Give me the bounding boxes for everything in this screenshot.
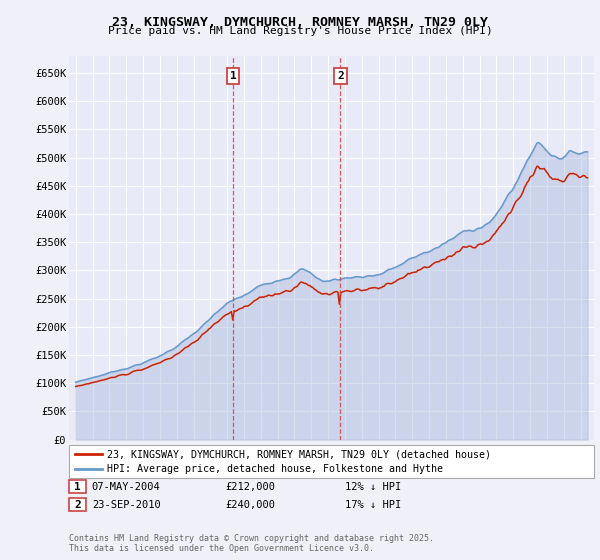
Text: 23-SEP-2010: 23-SEP-2010 (92, 500, 161, 510)
Text: £240,000: £240,000 (225, 500, 275, 510)
Text: 1: 1 (230, 71, 236, 81)
Text: Price paid vs. HM Land Registry's House Price Index (HPI): Price paid vs. HM Land Registry's House … (107, 26, 493, 36)
Text: 1: 1 (74, 482, 81, 492)
Text: 2: 2 (74, 500, 81, 510)
Text: 17% ↓ HPI: 17% ↓ HPI (345, 500, 401, 510)
Text: 23, KINGSWAY, DYMCHURCH, ROMNEY MARSH, TN29 0LY: 23, KINGSWAY, DYMCHURCH, ROMNEY MARSH, T… (112, 16, 488, 29)
Text: 23, KINGSWAY, DYMCHURCH, ROMNEY MARSH, TN29 0LY (detached house): 23, KINGSWAY, DYMCHURCH, ROMNEY MARSH, T… (107, 449, 491, 459)
Text: HPI: Average price, detached house, Folkestone and Hythe: HPI: Average price, detached house, Folk… (107, 464, 443, 474)
Text: £212,000: £212,000 (225, 482, 275, 492)
Text: 12% ↓ HPI: 12% ↓ HPI (345, 482, 401, 492)
Text: 2: 2 (337, 71, 344, 81)
Text: Contains HM Land Registry data © Crown copyright and database right 2025.
This d: Contains HM Land Registry data © Crown c… (69, 534, 434, 553)
Text: 07-MAY-2004: 07-MAY-2004 (92, 482, 161, 492)
